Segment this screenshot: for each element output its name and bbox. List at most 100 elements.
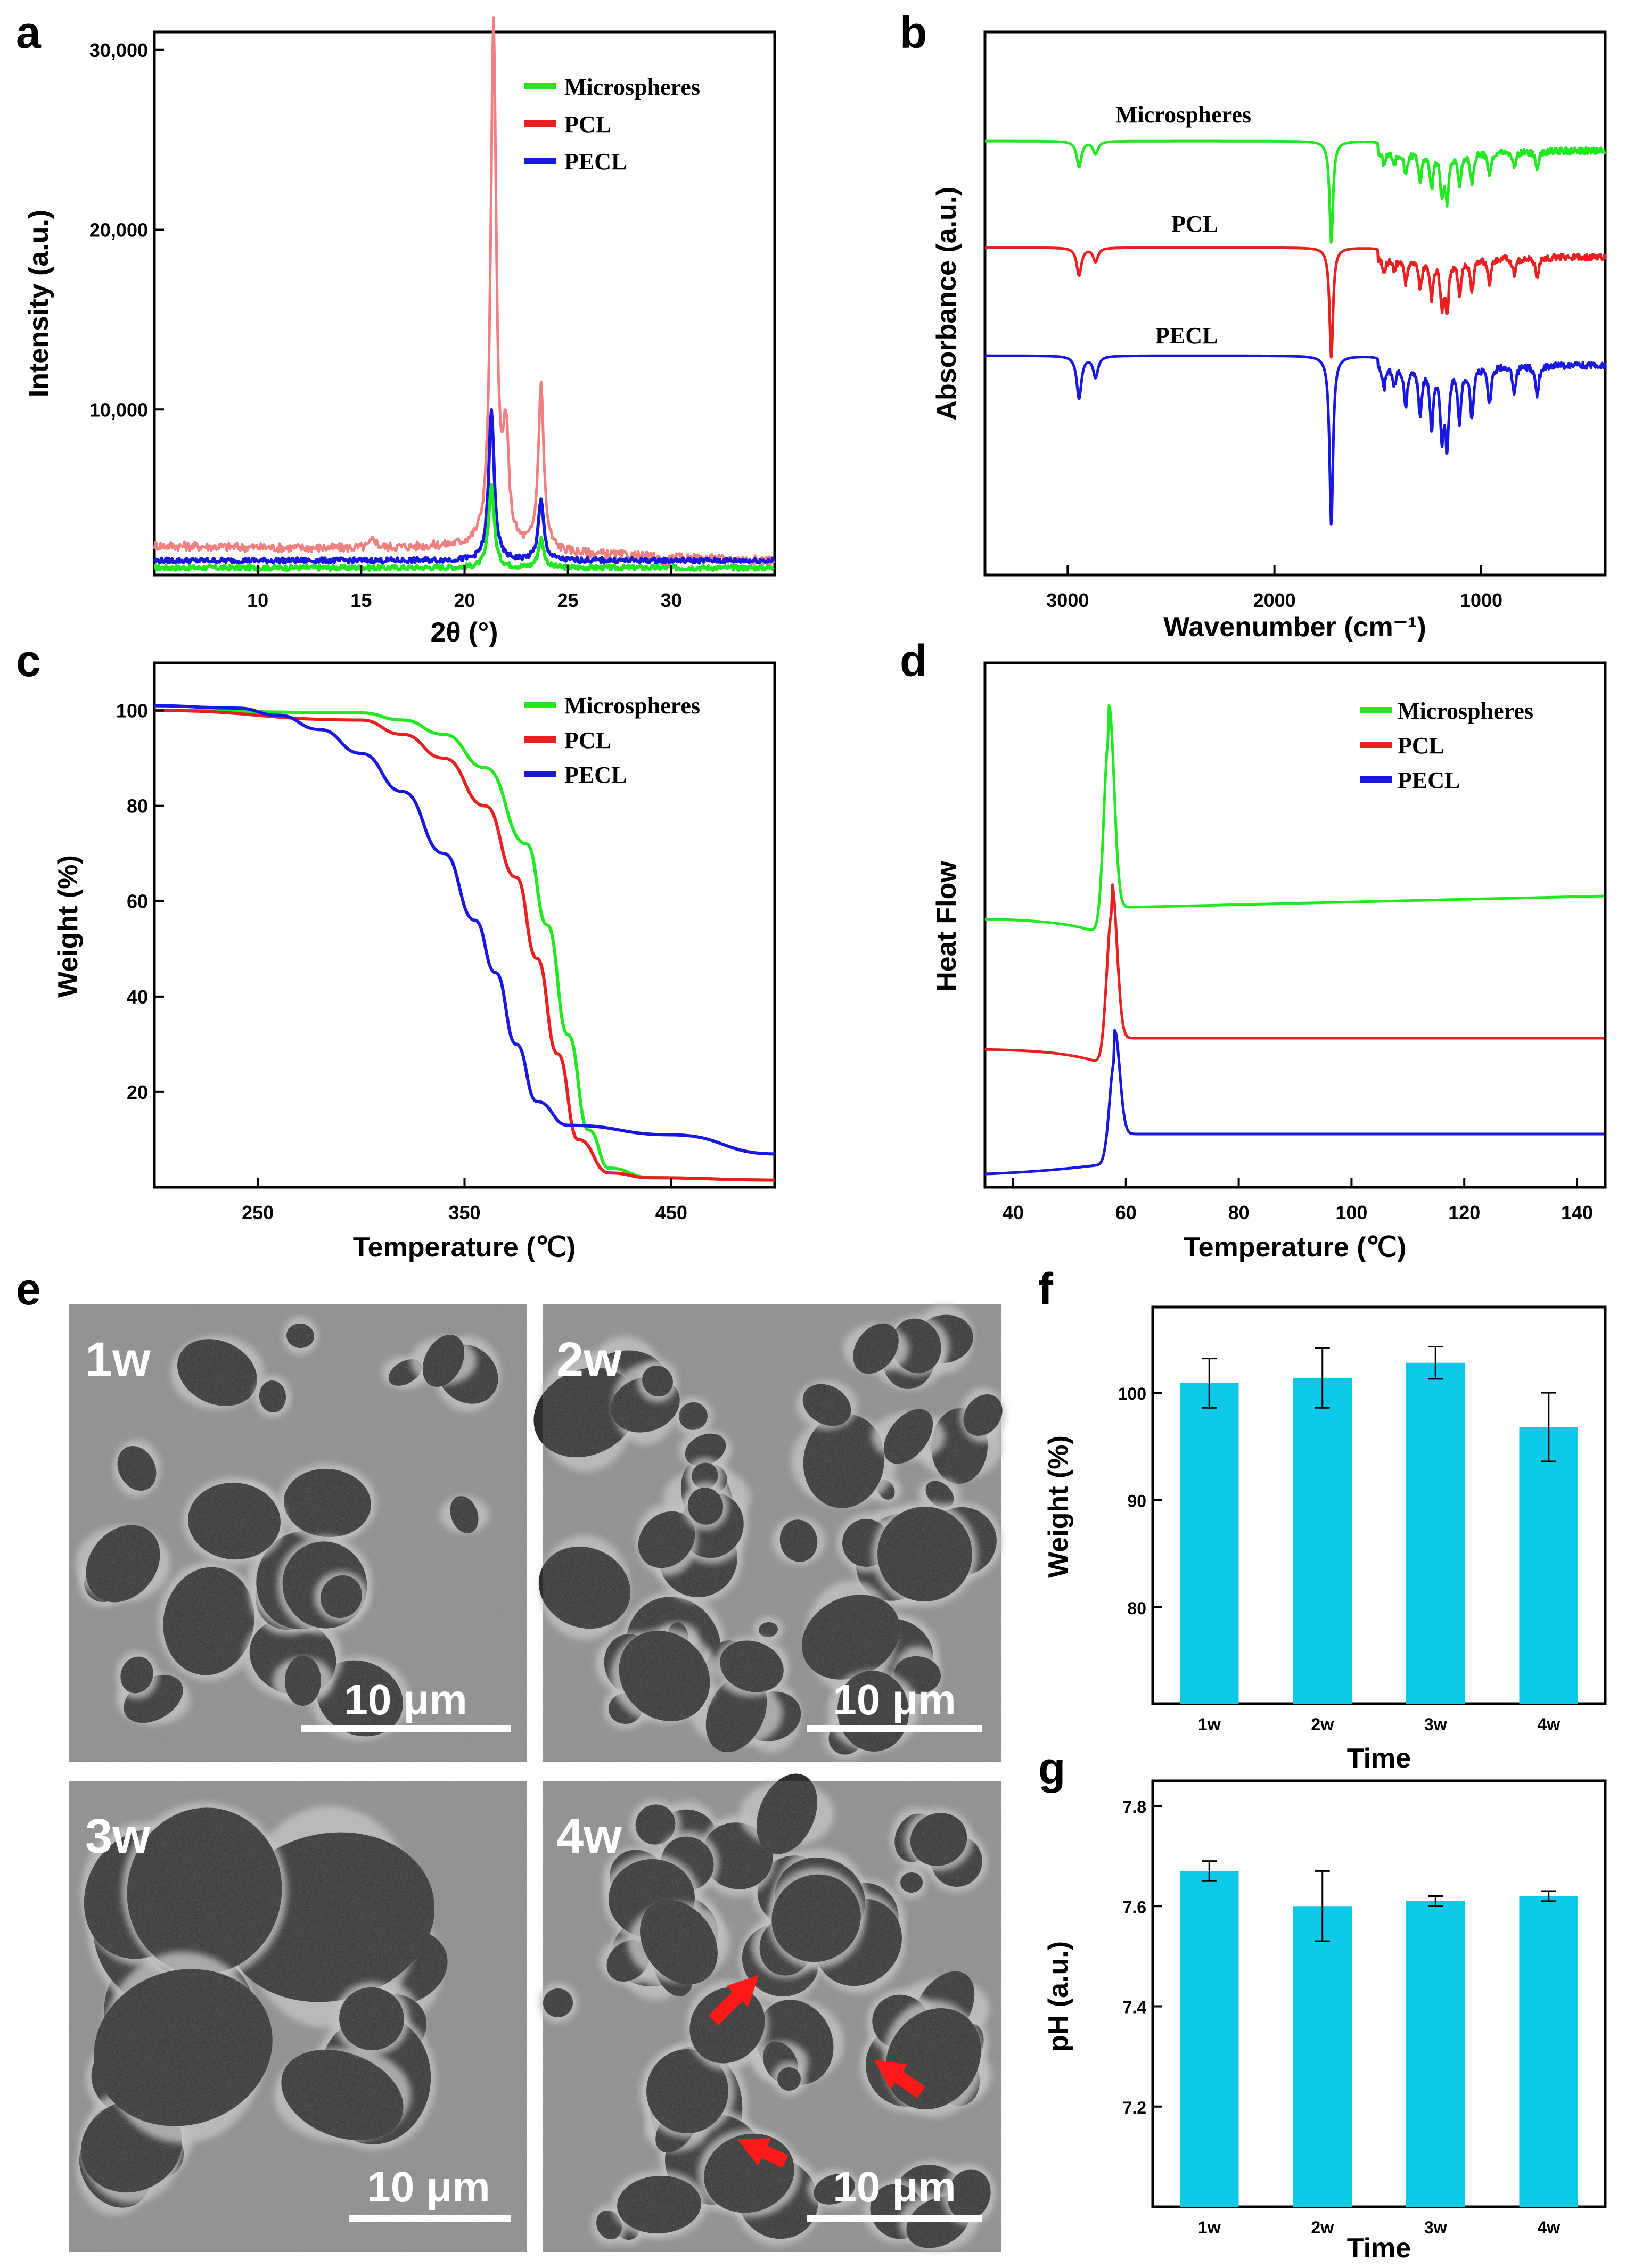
y-tick-label: 100 — [116, 700, 148, 722]
scale-bar-label: 10 μm — [367, 2163, 490, 2211]
x-tick-label: 1w — [1198, 2218, 1221, 2237]
x-tick-label: 3000 — [1046, 589, 1089, 611]
x-tick-label: 2w — [1311, 1715, 1334, 1734]
dsc-xlabel: Temperature (℃) — [1184, 1232, 1407, 1263]
y-tick-label: 7.6 — [1123, 1897, 1146, 1917]
ph-plot-frame — [1151, 1779, 1607, 2208]
weight-ticks: 1w 2w 3w 4w 80 90 100 — [1118, 1384, 1561, 1734]
x-tick-label: 15 — [350, 589, 372, 611]
x-tick-label: 30 — [661, 589, 682, 611]
bar-4w — [1519, 1896, 1578, 2207]
dsc-series-group — [984, 704, 1605, 1176]
sem-image-3w: 3w 10 μm — [69, 1781, 527, 2252]
sem-image-4w: 4w 10 μm — [538, 1773, 1001, 2252]
tga-ticks: 250 350 450 20 40 60 80 100 — [116, 700, 687, 1223]
legend-label-pcl: PCL — [1398, 733, 1444, 759]
panel-label-b: b — [900, 7, 927, 57]
sem-image-grid: 1w 10 μm 2w 10 μm 3w 10 μm 4w — [69, 1304, 1006, 2252]
weight-plot-frame — [1151, 1305, 1607, 1705]
dsc-plot-frame — [983, 661, 1607, 1189]
red-arrow-icon — [708, 1975, 759, 2026]
ftir-ylabel: Absorbance (a.u.) — [931, 186, 962, 420]
panel-label-d: d — [900, 636, 927, 686]
dsc-line-microspheres — [984, 704, 1605, 932]
ftir-xlabel: Wavenumber (cm⁻¹) — [1163, 612, 1426, 643]
legend-swatch-pcl — [524, 120, 556, 127]
tga-chart: 250 350 450 20 40 60 80 100 Temperature (℃) Wei… — [53, 661, 776, 1263]
bar-3w — [1406, 1362, 1465, 1704]
ph-bars — [1180, 1860, 1578, 2207]
weight-bars — [1180, 1346, 1578, 1704]
dsc-ticks: 40 60 80 100 120 140 — [1003, 1178, 1593, 1223]
tga-line-microspheres — [154, 709, 775, 1182]
legend-label-microspheres: Microspheres — [564, 74, 700, 100]
scale-bar-label: 10 μm — [344, 1676, 467, 1723]
legend-swatch-pecl — [1360, 776, 1392, 783]
legend-label-microspheres: Microspheres — [564, 693, 700, 719]
x-tick-label: 100 — [1335, 1202, 1367, 1223]
x-tick-label: 4w — [1537, 2218, 1560, 2237]
ph-bar-chart: 1w 2w 3w 4w 7.2 7.4 7.6 7.8 Time pH (a.u.) — [1043, 1779, 1607, 2264]
sem-week-label: 4w — [556, 1809, 622, 1863]
tga-series-group — [154, 704, 775, 1182]
legend-label-pcl: PCL — [564, 727, 611, 753]
bar-1w — [1180, 1871, 1239, 2207]
xrd-ylabel: Intensity (a.u.) — [23, 210, 54, 397]
dsc-chart: 40 60 80 100 120 140 Temperature (℃) Heat Flo… — [931, 661, 1607, 1263]
y-tick-label: 20,000 — [89, 219, 148, 241]
sem-week-label: 3w — [85, 1809, 151, 1863]
x-tick-label: 1w — [1198, 1715, 1221, 1734]
ftir-ticks: 3000 2000 1000 — [1046, 565, 1502, 611]
ftir-line-pcl — [984, 246, 1607, 359]
xrd-legend: Microspheres PCL PECL — [524, 74, 700, 175]
x-tick-label: 120 — [1448, 1202, 1480, 1223]
xrd-xlabel: 2θ (°) — [431, 617, 498, 648]
ftir-series-label-pecl: PECL — [1155, 323, 1218, 349]
legend-label-microspheres: Microspheres — [1398, 698, 1533, 724]
y-tick-label: 7.8 — [1123, 1797, 1146, 1817]
scale-bar — [349, 2215, 511, 2222]
y-tick-label: 80 — [1127, 1599, 1146, 1618]
ftir-line-microspheres — [984, 139, 1606, 244]
scale-bar-label: 10 μm — [833, 2163, 956, 2211]
x-tick-label: 20 — [454, 589, 475, 611]
tga-legend: Microspheres PCL PECL — [524, 693, 700, 788]
scale-bar — [807, 1725, 982, 1732]
ftir-series-label-pcl: PCL — [1171, 211, 1218, 237]
y-tick-label: 7.4 — [1123, 1998, 1147, 2017]
bar-4w — [1519, 1427, 1578, 1704]
y-tick-label: 7.2 — [1123, 2098, 1146, 2117]
x-tick-label: 450 — [655, 1202, 687, 1223]
x-tick-label: 1000 — [1460, 589, 1502, 611]
bar-3w — [1406, 1901, 1465, 2207]
legend-swatch-pecl — [524, 771, 556, 777]
sem-image-2w: 2w 10 μm — [533, 1304, 1006, 1762]
panel-label-e: e — [16, 1264, 41, 1314]
ph-ticks: 1w 2w 3w 4w 7.2 7.4 7.6 7.8 — [1123, 1797, 1561, 2237]
x-tick-label: 10 — [247, 589, 268, 611]
ph-ylabel: pH (a.u.) — [1043, 1941, 1074, 2052]
xrd-ticks: 10 15 20 25 30 10,000 20,000 30,000 — [89, 39, 682, 611]
sem-image-1w: 1w 10 μm — [69, 1304, 527, 1762]
dsc-line-pecl — [984, 1029, 1605, 1176]
tga-xlabel: Temperature (℃) — [353, 1232, 576, 1263]
tga-plot-frame — [153, 661, 776, 1189]
legend-label-pcl: PCL — [564, 111, 611, 137]
y-tick-label: 30,000 — [89, 39, 148, 61]
legend-swatch-microspheres — [524, 702, 556, 708]
x-tick-label: 140 — [1561, 1202, 1593, 1223]
panel-label-a: a — [16, 7, 42, 57]
y-tick-label: 100 — [1118, 1384, 1146, 1403]
red-arrow-icon — [737, 2138, 789, 2168]
x-tick-label: 250 — [242, 1202, 274, 1223]
tga-line-pcl — [154, 709, 775, 1182]
y-tick-label: 20 — [127, 1081, 148, 1103]
legend-swatch-microspheres — [524, 83, 556, 89]
x-tick-label: 350 — [448, 1202, 480, 1223]
ftir-chart: 3000 2000 1000 Microspheres PCL PECL Waven… — [931, 30, 1607, 643]
red-arrow-icon — [874, 2059, 925, 2098]
legend-label-pecl: PECL — [564, 149, 627, 175]
legend-swatch-microspheres — [1360, 707, 1392, 713]
ph-xlabel: Time — [1347, 2233, 1411, 2264]
weight-ylabel: Weight (%) — [1043, 1435, 1074, 1578]
